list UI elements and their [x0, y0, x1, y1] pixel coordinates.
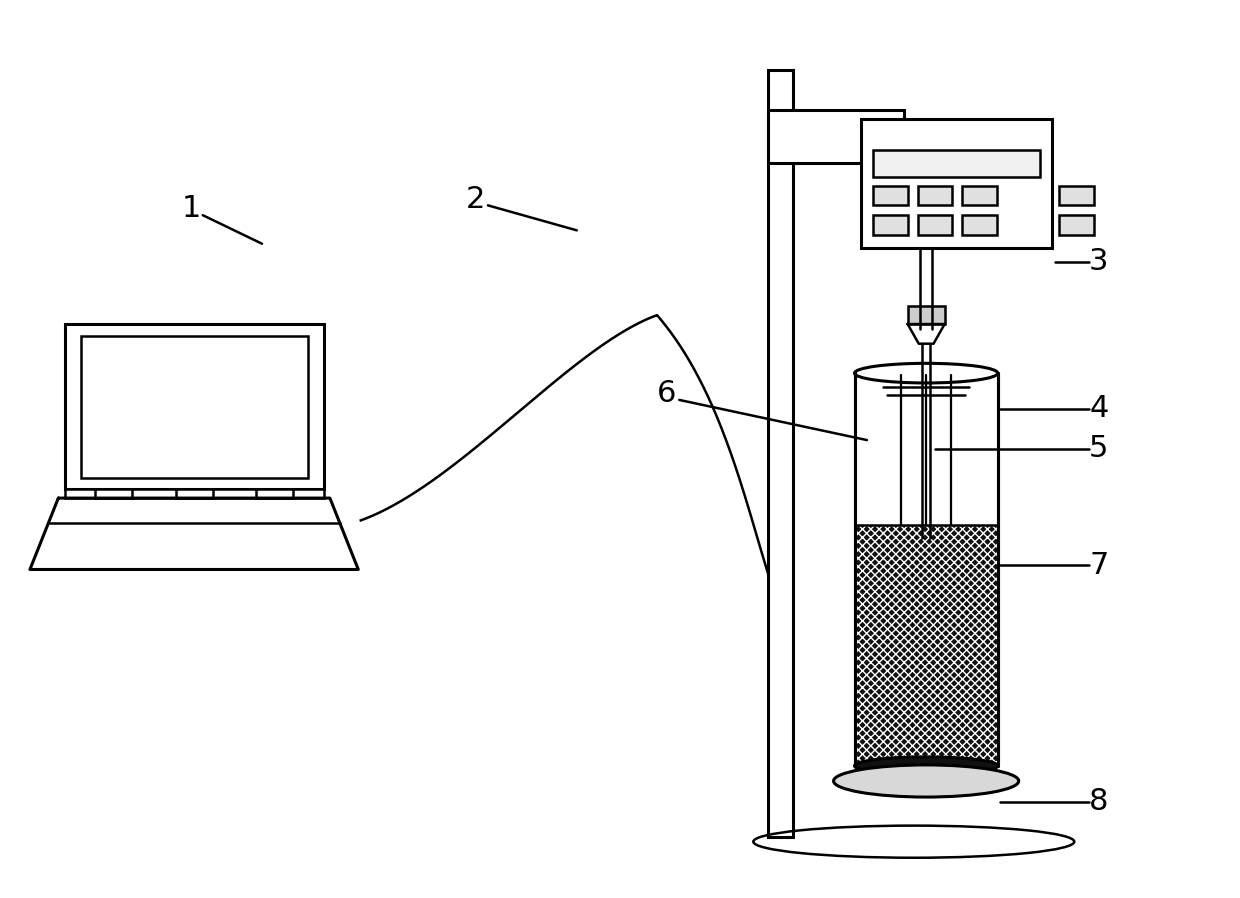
Bar — [768, 110, 904, 163]
Ellipse shape — [833, 765, 1019, 797]
Bar — [64, 489, 324, 498]
Bar — [64, 324, 324, 489]
Bar — [873, 216, 908, 234]
Bar — [854, 524, 998, 766]
Text: 3: 3 — [1089, 247, 1109, 276]
Bar — [918, 186, 952, 206]
Bar — [176, 489, 212, 498]
Bar — [81, 336, 308, 478]
Text: 6: 6 — [657, 379, 676, 409]
Text: 8: 8 — [1089, 787, 1109, 816]
Text: 2: 2 — [466, 185, 485, 214]
Bar — [1059, 186, 1094, 206]
Bar — [854, 524, 998, 766]
Bar — [918, 216, 952, 234]
Ellipse shape — [854, 757, 998, 775]
Text: 5: 5 — [1089, 435, 1109, 463]
Bar — [255, 489, 293, 498]
Bar — [873, 150, 1039, 177]
Bar — [962, 186, 997, 206]
Bar — [908, 306, 945, 324]
Ellipse shape — [854, 364, 998, 383]
Bar — [1059, 216, 1094, 234]
Text: 1: 1 — [182, 194, 201, 223]
Text: 4: 4 — [1089, 394, 1109, 423]
Text: 7: 7 — [1089, 550, 1109, 579]
Bar — [861, 119, 1052, 248]
Bar — [962, 216, 997, 234]
Bar — [95, 489, 133, 498]
Bar — [768, 70, 792, 837]
Bar — [873, 186, 908, 206]
